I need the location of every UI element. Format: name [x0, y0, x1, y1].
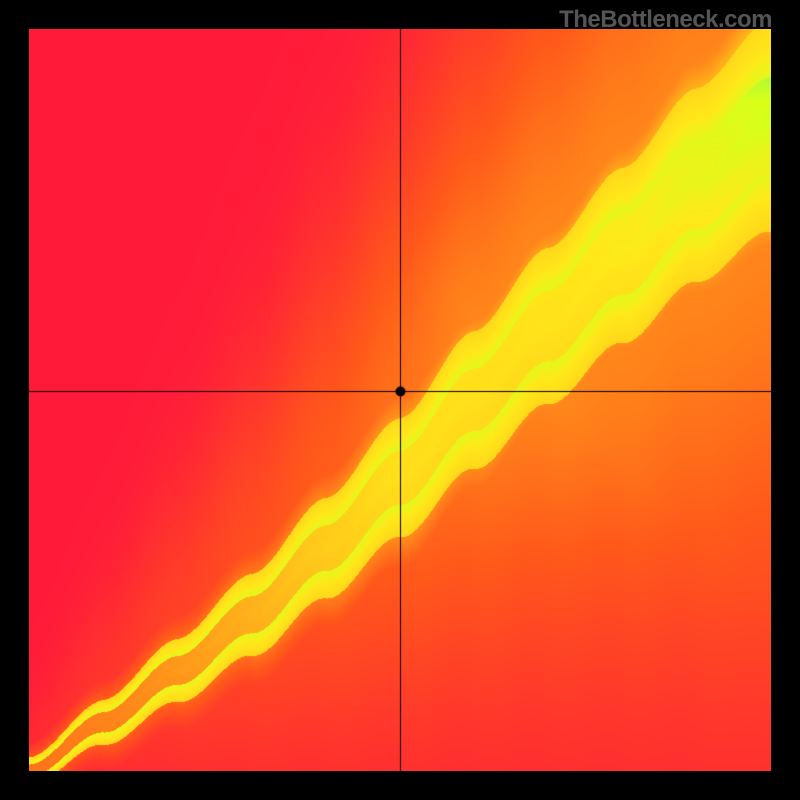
watermark-text: TheBottleneck.com [559, 6, 772, 34]
heatmap-plot [29, 29, 771, 771]
heatmap-canvas [29, 29, 771, 771]
chart-container: TheBottleneck.com [0, 0, 800, 800]
